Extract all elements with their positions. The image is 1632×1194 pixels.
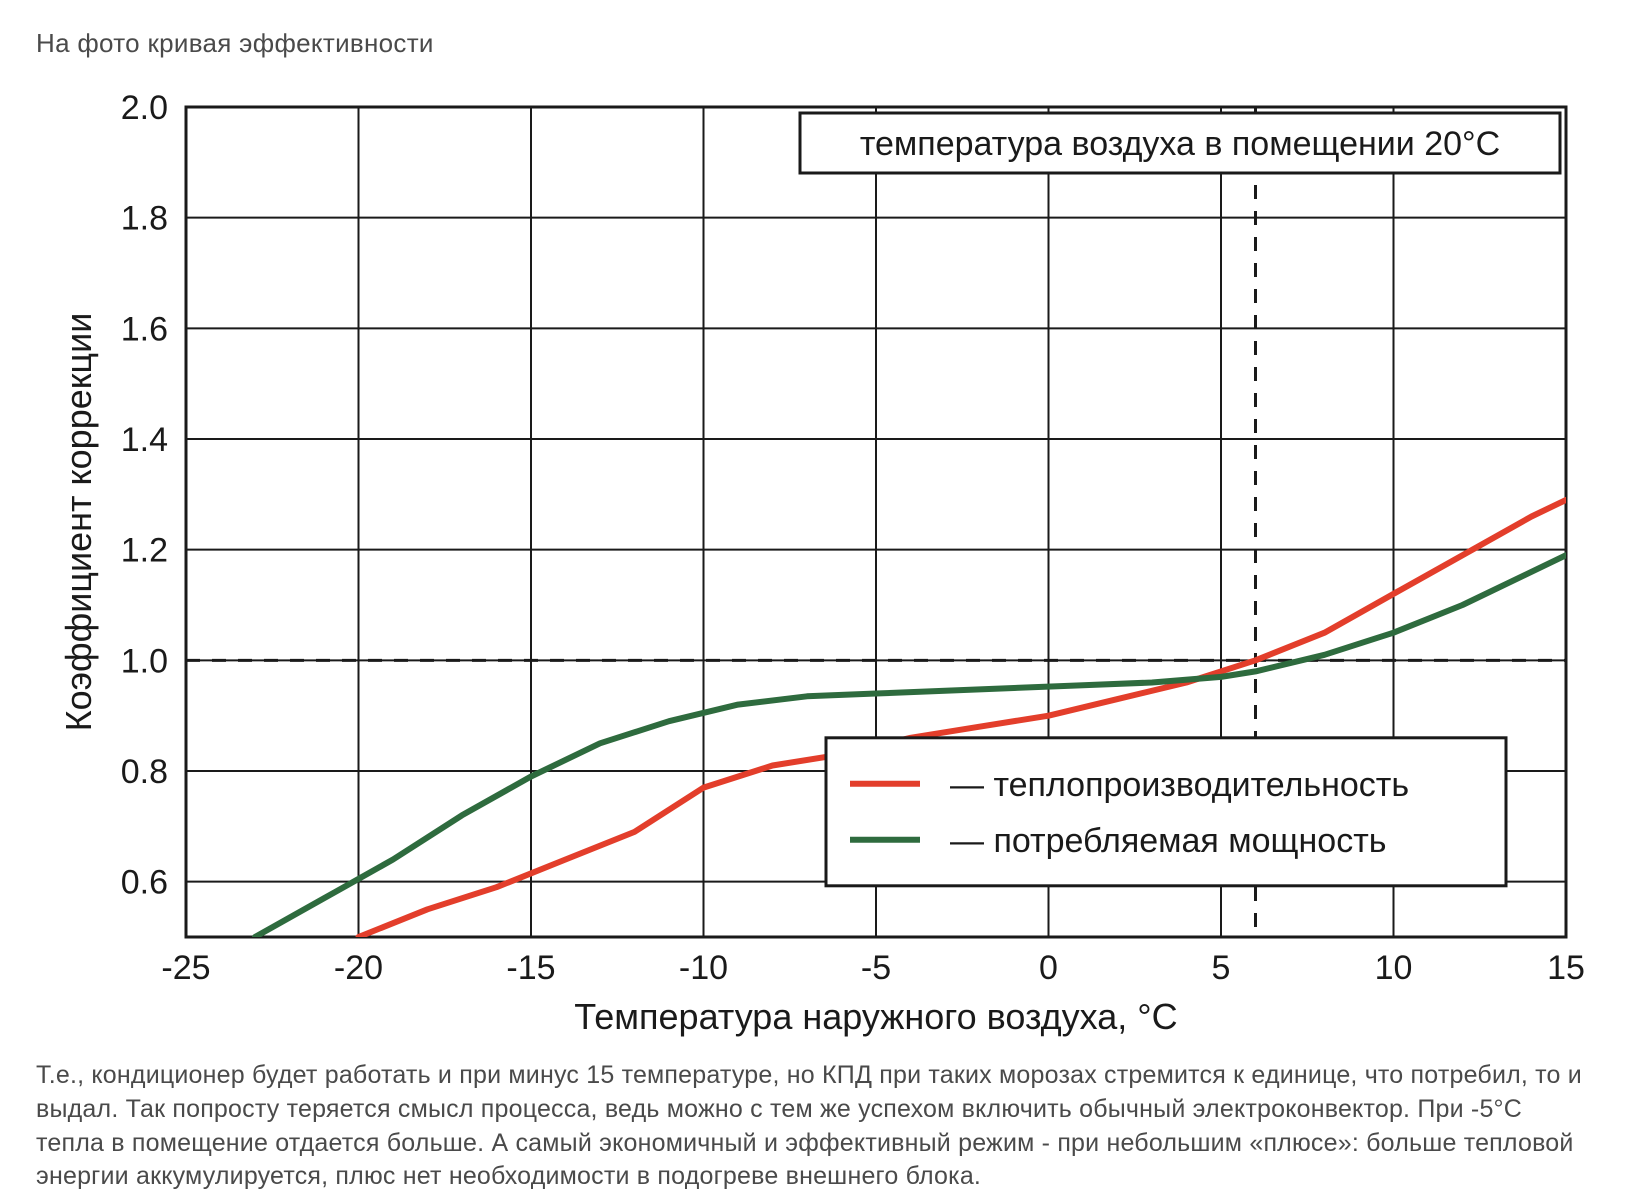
x-tick-label: -10 — [679, 949, 728, 987]
y-tick-label: 1.4 — [121, 421, 168, 459]
legend-label: — потребляемая мощность — [950, 822, 1387, 860]
y-tick-label: 1.8 — [121, 200, 168, 238]
x-tick-label: -25 — [161, 949, 210, 987]
x-tick-label: 10 — [1375, 949, 1413, 987]
y-tick-label: 0.6 — [121, 864, 168, 902]
y-tick-label: 1.6 — [121, 310, 168, 348]
legend-label: — теплопроизводительность — [950, 766, 1409, 804]
y-tick-label: 0.8 — [121, 753, 168, 791]
chart-svg: -25 -20 -15 -10 -5 0 5 10 15 0.6 0.8 1.0 1.2 1.4 1.6 1.… — [36, 77, 1596, 1037]
y-tick-label: 2.0 — [121, 89, 168, 127]
x-tick-label: -15 — [506, 949, 555, 987]
x-axis-label: Температура наружного воздуха, °C — [574, 996, 1177, 1037]
x-tick-label: -5 — [861, 949, 891, 987]
caption-top: На фото кривая эффективности — [36, 28, 1596, 59]
x-tick-label: 0 — [1039, 949, 1058, 987]
caption-bottom: Т.е., кондиционер будет работать и при м… — [36, 1059, 1596, 1194]
legend-box — [826, 738, 1506, 886]
x-tick-label: -20 — [334, 949, 383, 987]
y-axis-label: Коэффициент коррекции — [58, 313, 99, 732]
y-tick-label: 1.0 — [121, 642, 168, 680]
chart-title: температура воздуха в помещении 20°C — [860, 125, 1500, 163]
x-tick-label: 15 — [1547, 949, 1585, 987]
x-tick-label: 5 — [1212, 949, 1231, 987]
efficiency-chart: -25 -20 -15 -10 -5 0 5 10 15 0.6 0.8 1.0 1.2 1.4 1.6 1.… — [36, 77, 1596, 1037]
y-tick-label: 1.2 — [121, 532, 168, 570]
